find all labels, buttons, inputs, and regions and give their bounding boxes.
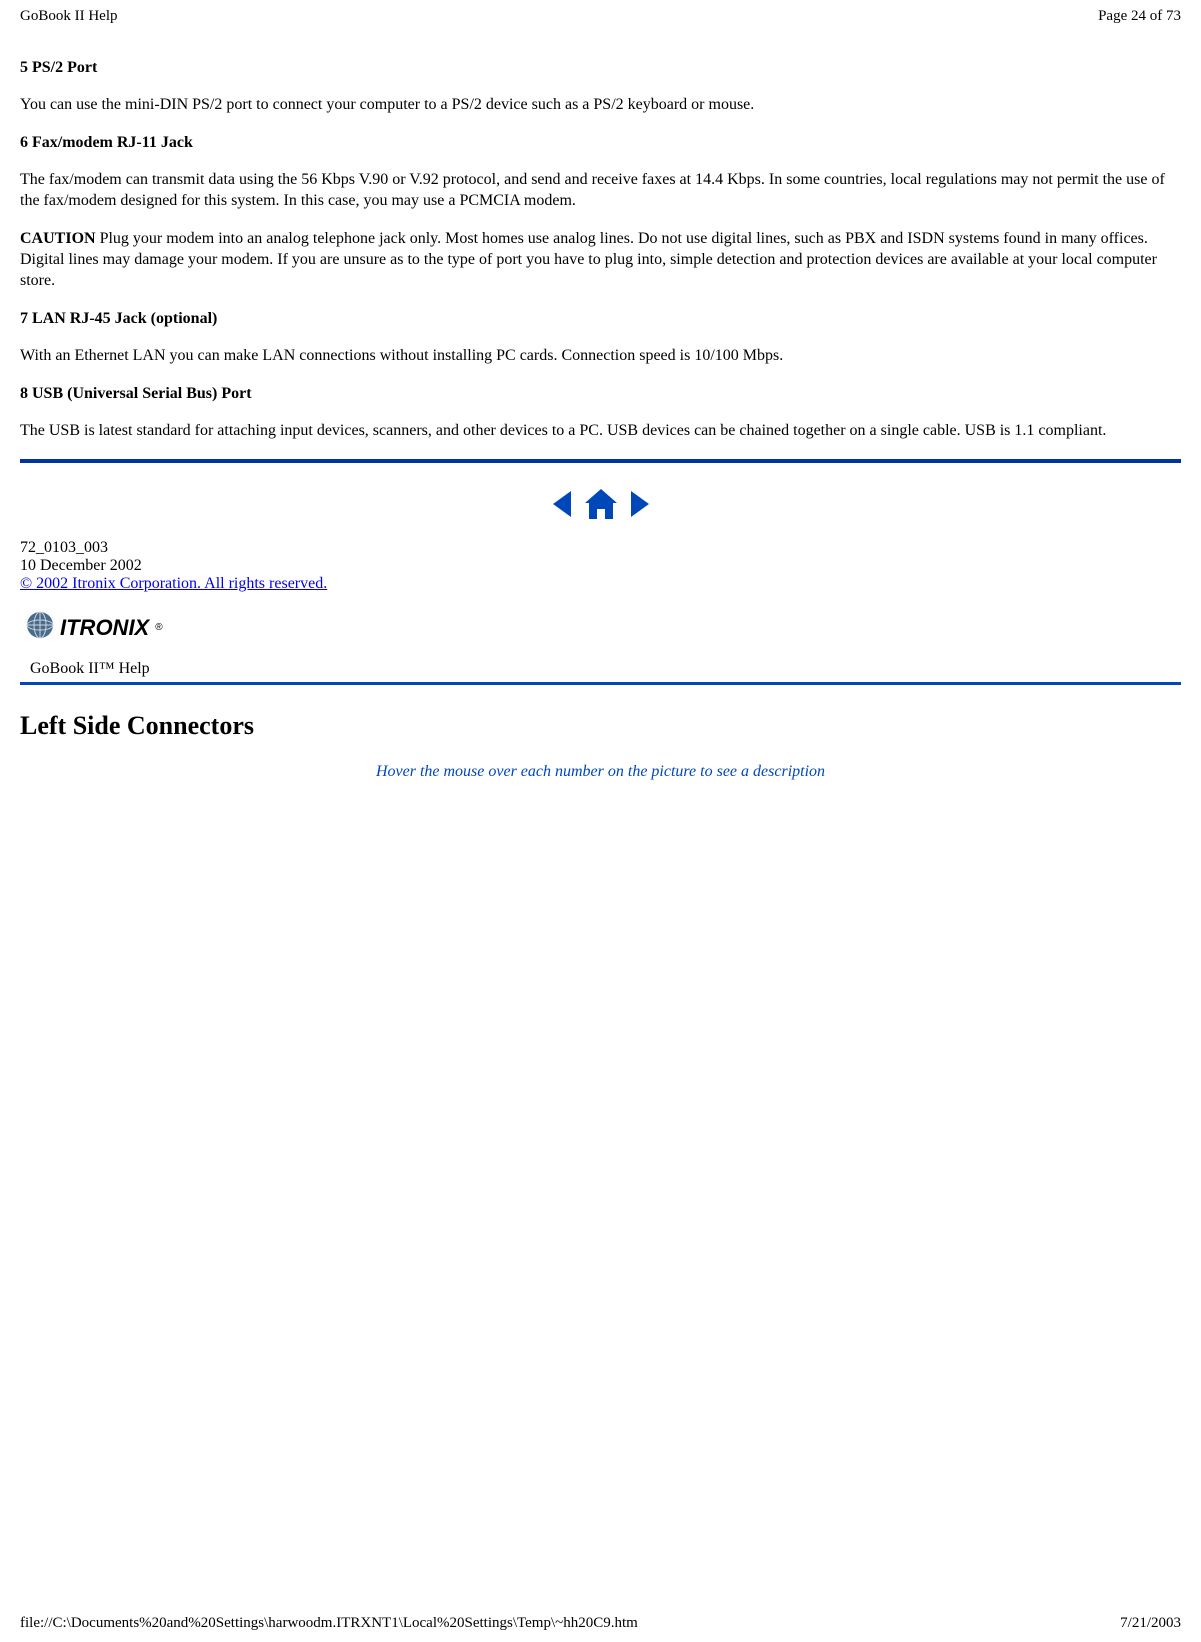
nav-home-icon[interactable]	[581, 495, 625, 512]
nav-next-icon[interactable]	[625, 495, 653, 512]
logo-row: ITRONIX ®	[20, 607, 1181, 646]
reg-mark: ®	[155, 622, 162, 633]
section-para-fax: The fax/modem can transmit data using th…	[20, 170, 1181, 212]
footer-path: file://C:\Documents%20and%20Settings\har…	[20, 1615, 638, 1632]
section-para-lan: With an Ethernet LAN you can make LAN co…	[20, 346, 1181, 367]
section-para-ps2: You can use the mini-DIN PS/2 port to co…	[20, 95, 1181, 116]
logo-block: ITRONIX ® GoBook II™ Help	[20, 607, 1181, 685]
nav-prev-icon[interactable]	[549, 495, 581, 512]
nav-icon-row	[20, 463, 1181, 539]
caution-label: CAUTION	[20, 230, 96, 247]
footer-date: 7/21/2003	[1120, 1615, 1181, 1632]
page-indicator: Page 24 of 73	[1098, 8, 1181, 25]
section-heading-usb: 8 USB (Universal Serial Bus) Port	[20, 385, 1181, 403]
copyright-link[interactable]: © 2002 Itronix Corporation. All rights r…	[20, 575, 327, 592]
product-name: GoBook II™ Help	[20, 646, 1181, 682]
left-side-heading: Left Side Connectors	[20, 711, 1181, 741]
section-heading-lan: 7 LAN RJ-45 Jack (optional)	[20, 310, 1181, 328]
section-heading-ps2: 5 PS/2 Port	[20, 59, 1181, 77]
section-para-usb: The USB is latest standard for attaching…	[20, 421, 1181, 442]
globe-icon	[26, 611, 54, 644]
hover-instruction: Hover the mouse over each number on the …	[20, 763, 1181, 781]
header-title: GoBook II Help	[20, 8, 118, 25]
doc-code: 72_0103_003	[20, 539, 1181, 557]
divider-blue	[20, 682, 1181, 685]
page-header: GoBook II Help Page 24 of 73	[0, 0, 1201, 29]
main-content: 5 PS/2 Port You can use the mini-DIN PS/…	[0, 29, 1201, 801]
brand-text: ITRONIX	[60, 615, 149, 641]
caution-text: Plug your modem into an analog telephone…	[20, 230, 1157, 289]
caution-paragraph: CAUTION Plug your modem into an analog t…	[20, 229, 1181, 291]
section-heading-fax: 6 Fax/modem RJ-11 Jack	[20, 134, 1181, 152]
doc-date: 10 December 2002	[20, 557, 1181, 575]
page-footer: file://C:\Documents%20and%20Settings\har…	[0, 1615, 1201, 1632]
